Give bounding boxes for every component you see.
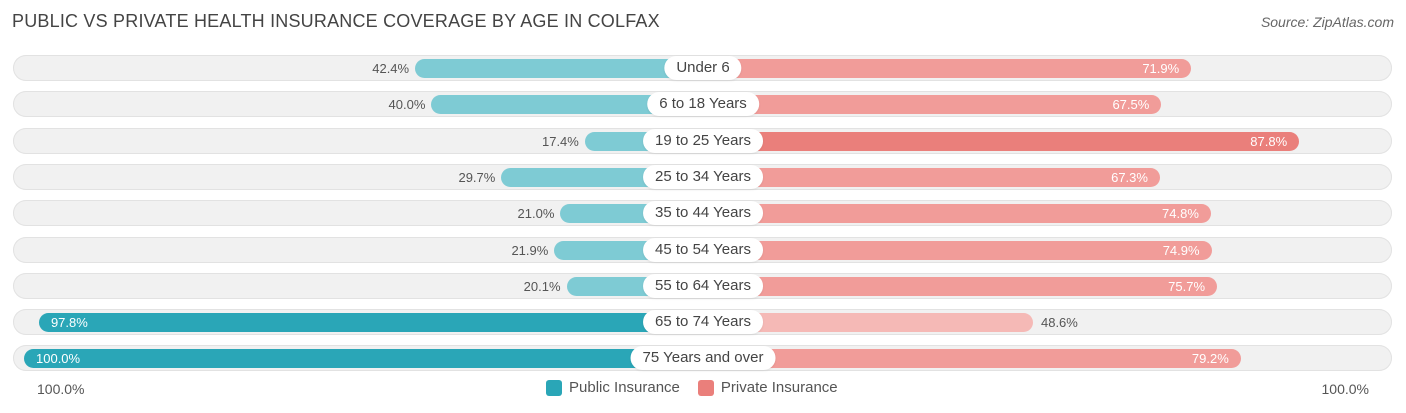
private-value-label: 71.9% (1142, 60, 1180, 76)
private-bar (703, 203, 1211, 223)
private-value-label: 48.6% (1040, 314, 1078, 330)
public-value-label: 40.0% (388, 96, 426, 112)
chart-title: PUBLIC VS PRIVATE HEALTH INSURANCE COVER… (12, 11, 660, 31)
public-value-label: 20.1% (523, 278, 561, 294)
public-value-label: 29.7% (458, 169, 496, 185)
public-value-label: 17.4% (541, 133, 579, 149)
private-value-label: 74.9% (1162, 242, 1200, 258)
legend-label-public: Public Insurance (569, 379, 680, 396)
axis-left-label: 100.0% (37, 381, 85, 397)
private-bar (703, 276, 1217, 296)
legend-swatch-public (546, 379, 562, 396)
public-value-label: 100.0% (36, 350, 81, 366)
category-label: 6 to 18 Years (647, 92, 759, 116)
public-value-label: 97.8% (50, 314, 88, 330)
private-value-label: 67.3% (1111, 169, 1148, 185)
legend-label-private: Private Insurance (720, 379, 838, 396)
legend: Public Insurance Private Insurance (546, 379, 856, 396)
private-value-label: 74.8% (1162, 205, 1199, 221)
category-label: 19 to 25 Years (643, 129, 763, 153)
legend-item-private: Private Insurance (697, 379, 838, 396)
category-label: 45 to 54 Years (643, 238, 763, 262)
private-value-label: 87.8% (1250, 133, 1288, 149)
public-bar (431, 94, 703, 114)
private-value-label: 79.2% (1191, 350, 1229, 366)
private-bar (703, 94, 1162, 114)
category-label: 25 to 34 Years (643, 165, 763, 189)
category-label: 65 to 74 Years (643, 310, 763, 334)
private-value-label: 67.5% (1112, 96, 1150, 112)
category-label: Under 6 (664, 56, 742, 80)
legend-swatch-private (697, 379, 714, 396)
legend-item-public: Public Insurance (546, 379, 680, 396)
public-bar (24, 348, 703, 368)
public-value-label: 21.9% (511, 242, 549, 258)
private-bar (703, 167, 1160, 187)
public-bar (38, 312, 703, 332)
private-bar (703, 240, 1212, 260)
public-value-label: 21.0% (517, 205, 555, 221)
category-label: 55 to 64 Years (643, 274, 763, 298)
category-label: 35 to 44 Years (643, 201, 763, 225)
source-note: Source: ZipAtlas.com (1260, 14, 1394, 30)
private-bar (703, 131, 1300, 151)
category-label: 75 Years and over (630, 346, 776, 370)
public-bar (415, 58, 703, 78)
private-bar (703, 58, 1192, 78)
private-value-label: 75.7% (1168, 278, 1206, 294)
private-bar (703, 312, 1033, 332)
public-value-label: 42.4% (372, 60, 410, 76)
private-bar (703, 348, 1241, 368)
axis-right-label: 100.0% (1321, 381, 1369, 397)
